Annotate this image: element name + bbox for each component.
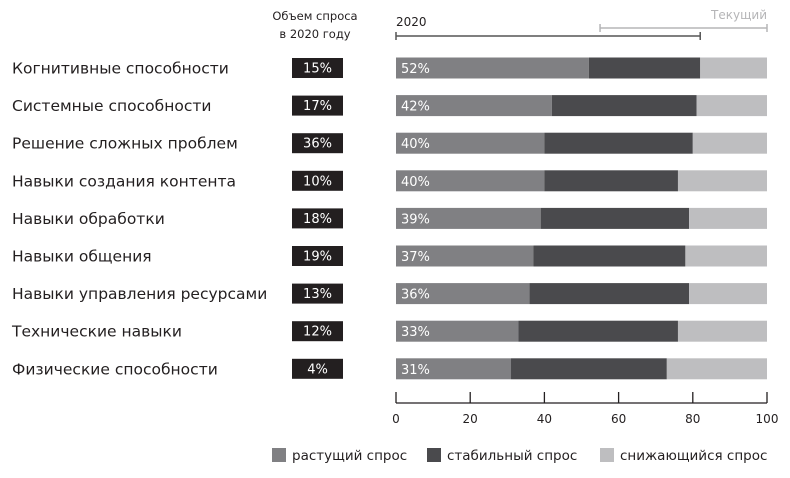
demand-2020-value: 13% [303,287,332,302]
bar-segment-declining [685,245,767,267]
growing-value-label: 33% [401,325,430,340]
bar-segment-stable [551,95,697,117]
bar-segment-growing [396,245,534,267]
bracket-label-2020: 2020 [396,15,427,29]
x-tick-label: 40 [537,412,552,426]
category-label: Физические способности [12,360,218,378]
category-label: Навыки обработки [12,210,165,228]
demand-2020-box [292,58,343,78]
x-tick-label: 100 [756,412,779,426]
bar-segment-stable [540,207,690,229]
chart-row: Когнитивные способности 15% 52% [12,57,767,79]
bar-segment-declining [689,283,767,305]
chart-row: Решение сложных проблем 36% 40% [12,132,767,154]
bar-segment-declining [666,358,767,380]
demand-2020-value: 10% [303,174,332,189]
bar-segment-growing [396,320,519,342]
bar-segment-growing [396,95,552,117]
demand-2020-value: 12% [303,325,332,340]
growing-value-label: 40% [401,175,430,190]
bar-segment-stable [529,283,690,305]
growing-value-label: 42% [401,100,430,115]
demand-2020-box [292,321,343,342]
legend-label: стабильный спрос [447,448,577,464]
bar-segment-declining [677,170,767,192]
bracket-label-current: Текущий [710,8,767,22]
demand-header-line2: в 2020 году [279,27,350,41]
growing-value-label: 39% [401,212,430,227]
demand-2020-value: 4% [307,362,328,377]
bar-segment-stable [544,170,678,192]
legend-swatch [272,448,286,462]
category-label: Навыки общения [12,248,152,266]
growing-value-label: 40% [401,137,430,152]
legend-swatch [427,448,441,462]
demand-2020-box [292,95,343,116]
bar-segment-declining [692,132,767,154]
category-label: Решение сложных проблем [12,135,238,153]
bar-segment-declining [677,320,767,342]
demand-2020-value: 15% [303,62,332,77]
bar-segment-declining [689,207,767,229]
demand-2020-value: 36% [303,137,332,152]
bar-segment-growing [396,358,512,380]
chart-row: Навыки обработки 18% 39% [12,207,767,229]
category-label: Когнитивные способности [12,60,229,78]
demand-2020-box [292,246,343,266]
demand-header-line1: Объем спроса [272,9,357,23]
bar-segment-growing [396,283,530,305]
bar-segment-stable [533,245,686,267]
bar-segment-growing [396,170,545,192]
growing-value-label: 31% [401,363,430,378]
demand-2020-box [292,208,343,229]
legend-label: растущий спрос [292,448,407,464]
chart-row: Системные способности 17% 42% [12,95,767,117]
x-tick-label: 20 [463,412,478,426]
demand-2020-box [292,170,343,191]
x-tick-label: 60 [611,412,626,426]
category-label: Системные способности [12,97,211,115]
bar-segment-stable [518,320,678,342]
demand-2020-value: 17% [303,99,332,114]
category-label: Технические навыки [11,323,182,341]
demand-2020-value: 19% [303,250,332,265]
demand-2020-box [292,133,343,154]
bar-segment-growing [396,207,541,229]
chart-row: Навыки создания контента 10% 40% [12,170,767,192]
growing-value-label: 52% [401,62,430,77]
legend-swatch [600,448,614,462]
chart-row: Физические способности 4% 31% [12,358,767,380]
demand-2020-box [292,283,343,304]
bar-segment-stable [511,358,667,380]
demand-2020-value: 18% [303,212,332,227]
x-tick-label: 80 [685,412,700,426]
growing-value-label: 36% [401,288,430,303]
bar-segment-declining [700,57,767,79]
category-label: Навыки управления ресурсами [12,285,267,303]
x-tick-label: 0 [392,412,400,426]
category-label: Навыки создания контента [12,172,236,190]
bar-segment-stable [588,57,701,79]
legend-label: снижающийся спрос [620,448,767,464]
chart-row: Технические навыки 12% 33% [11,320,767,342]
bar-segment-declining [696,95,767,117]
bar-segment-growing [396,57,589,79]
bar-segment-stable [544,132,693,154]
bracket-current [599,24,768,32]
growing-value-label: 37% [401,250,430,265]
bar-segment-growing [396,132,545,154]
chart-row: Навыки управления ресурсами 13% 36% [12,283,767,305]
demand-2020-box [292,358,343,379]
chart-row: Навыки общения 19% 37% [12,245,767,267]
bracket-2020 [395,32,701,40]
